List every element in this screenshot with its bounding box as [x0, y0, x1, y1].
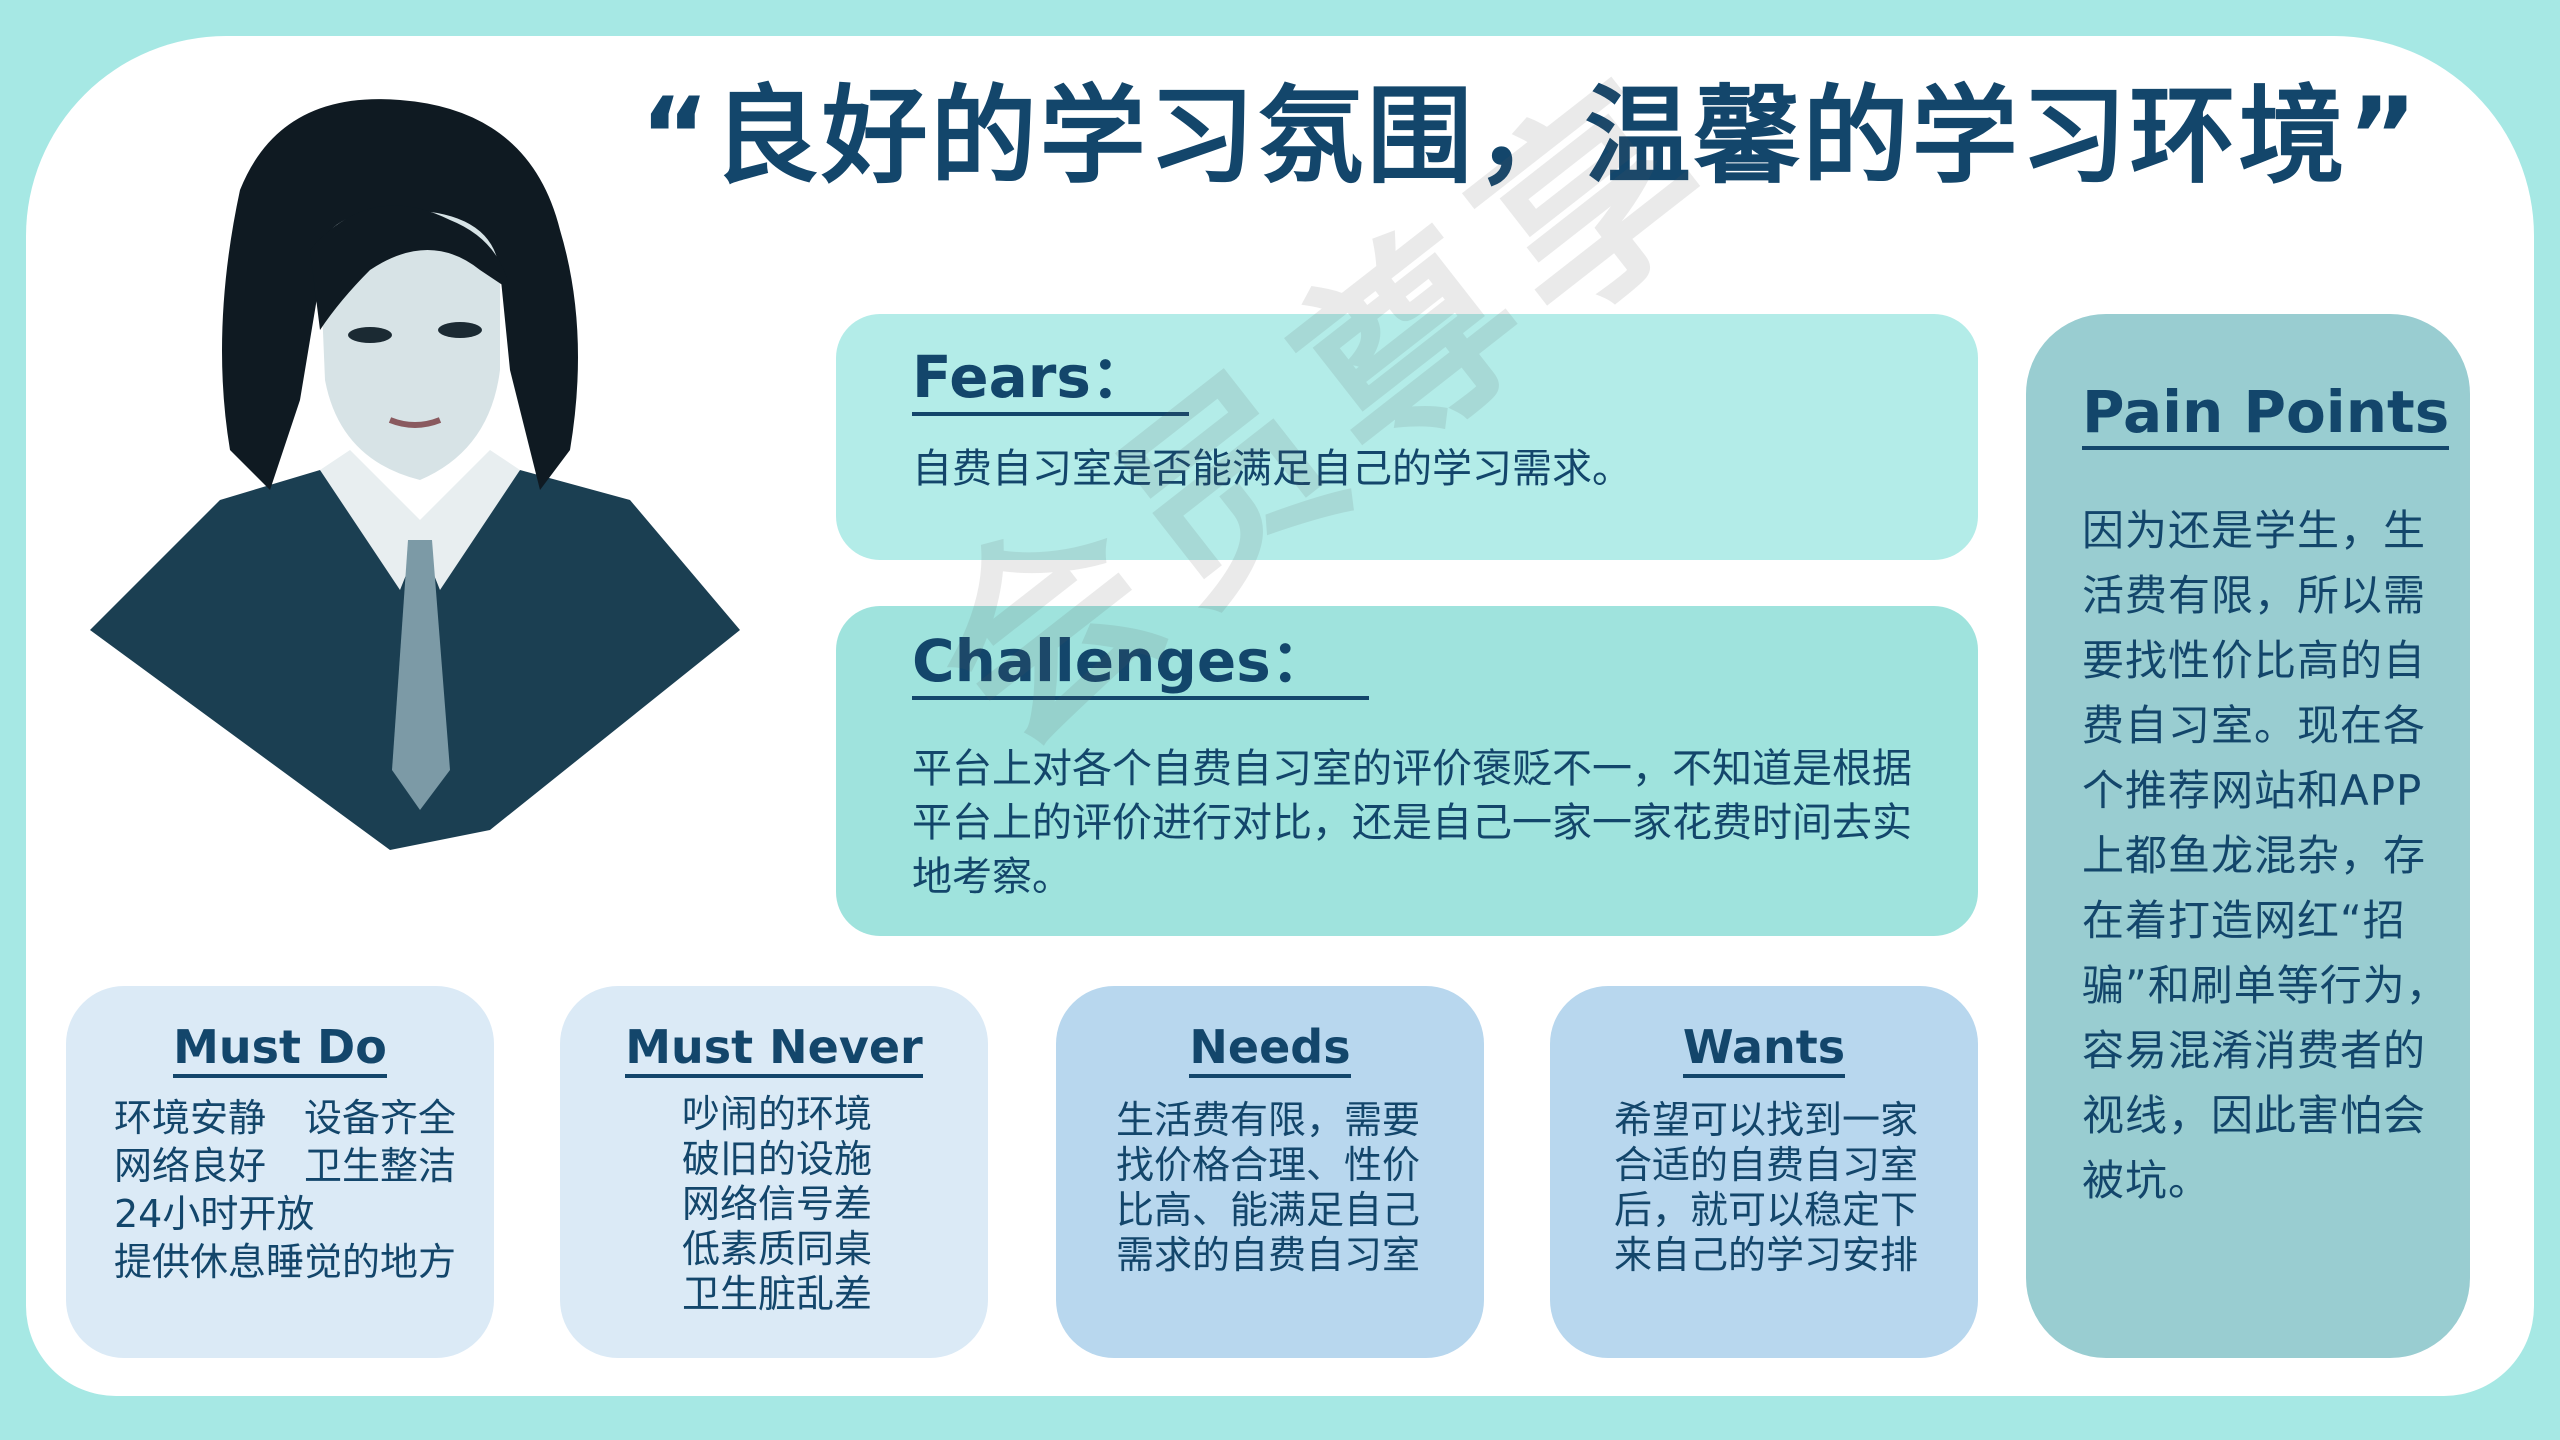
portrait-face [320, 210, 500, 480]
portrait-mouth [388, 417, 442, 428]
fears-panel: Fears： 自费自习室是否能满足自己的学习需求。 [836, 314, 1978, 560]
challenges-text: 平台上对各个自费自习室的评价褒贬不一，不知道是根据平台上的评价进行对比，还是自己… [912, 746, 1912, 900]
list-item: 环境安静 设备齐全 [114, 1096, 457, 1140]
persona-portrait [90, 99, 740, 850]
list-item: 找价格合理、性价 [1116, 1143, 1421, 1187]
portrait-collar [320, 450, 520, 590]
must-do-panel: Must Do 环境安静 设备齐全 网络良好 卫生整洁 24小时开放 提供休息睡… [66, 986, 494, 1358]
wants-heading: Wants [1682, 1020, 1846, 1078]
list-item: 24小时开放 [114, 1192, 315, 1236]
list-item: 后，就可以稳定下 [1614, 1188, 1919, 1232]
list-item: 网络信号差 [682, 1182, 873, 1226]
challenges-heading: Challenges： [912, 626, 1369, 700]
must-never-heading: Must Never [625, 1020, 923, 1078]
list-item: 生活费有限，需要 [1116, 1098, 1421, 1142]
list-item: 卫生脏乱差 [682, 1272, 873, 1316]
list-item: 低素质同桌 [682, 1227, 873, 1271]
portrait-tie [392, 540, 450, 810]
needs-heading: Needs [1189, 1020, 1351, 1078]
list-item: 来自己的学习安排 [1614, 1233, 1919, 1277]
portrait-fringe [310, 205, 510, 330]
portrait-hair [222, 99, 578, 490]
wants-list: 希望可以找到一家 合适的自费自习室 后，就可以稳定下 来自己的学习安排 [1614, 1098, 1918, 1278]
needs-panel: Needs 生活费有限，需要 找价格合理、性价 比高、能满足自己 需求的自费自习… [1056, 986, 1484, 1358]
must-do-heading: Must Do [173, 1020, 387, 1078]
list-item: 合适的自费自习室 [1614, 1143, 1919, 1187]
wants-panel: Wants 希望可以找到一家 合适的自费自习室 后，就可以稳定下 来自己的学习安… [1550, 986, 1978, 1358]
fears-heading: Fears： [912, 342, 1189, 416]
list-item: 希望可以找到一家 [1614, 1098, 1919, 1142]
fears-text: 自费自习室是否能满足自己的学习需求。 [912, 446, 1632, 492]
pain-points-heading: Pain Points [2082, 378, 2450, 450]
needs-list: 生活费有限，需要 找价格合理、性价 比高、能满足自己 需求的自费自习室 [1116, 1098, 1420, 1278]
list-item: 需求的自费自习室 [1116, 1233, 1421, 1277]
must-never-list: 吵闹的环境 破旧的设施 网络信号差 低素质同桌 卫生脏乱差 [682, 1092, 872, 1317]
list-item: 破旧的设施 [682, 1137, 873, 1181]
challenges-panel: Challenges： 平台上对各个自费自习室的评价褒贬不一，不知道是根据平台上… [836, 606, 1978, 936]
must-do-list: 环境安静 设备齐全 网络良好 卫生整洁 24小时开放 提供休息睡觉的地方 [114, 1094, 456, 1286]
list-item: 吵闹的环境 [682, 1092, 873, 1136]
portrait-eye-left [348, 327, 392, 343]
pain-points-panel: Pain Points 因为还是学生，生活费有限，所以需要找性价比高的自费自习室… [2026, 314, 2470, 1358]
portrait-eye-right [438, 322, 482, 338]
list-item: 比高、能满足自己 [1116, 1188, 1421, 1232]
list-item: 提供休息睡觉的地方 [114, 1240, 457, 1284]
must-never-panel: Must Never 吵闹的环境 破旧的设施 网络信号差 低素质同桌 卫生脏乱差 [560, 986, 988, 1358]
list-item: 网络良好 卫生整洁 [114, 1144, 457, 1188]
pain-points-text: 因为还是学生，生活费有限，所以需要找性价比高的自费自习室。现在各个推荐网站和AP… [2082, 506, 2449, 1205]
page-title: “良好的学习氛围，温馨的学习环境” [640, 75, 2421, 198]
